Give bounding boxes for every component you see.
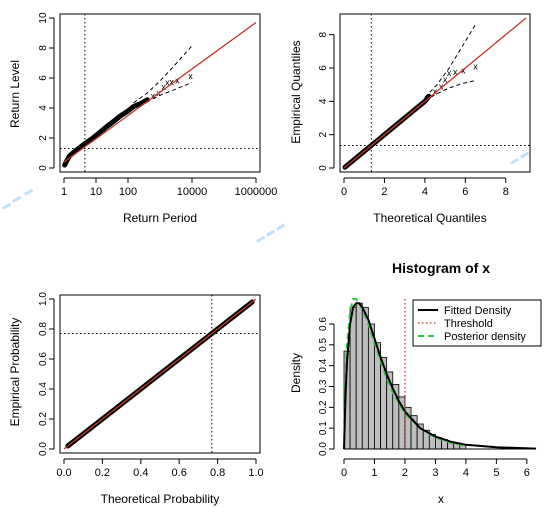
y-axis-label: Density [289,353,303,393]
x-tick-label: 2 [402,467,408,479]
histogram-bar [361,306,369,450]
y-tick-label: 4 [318,98,329,104]
qq-plot: Theoretical Quantiles Empirical Quantile… [289,13,531,225]
x-axis-label: x [438,492,444,506]
x-tick-label: 4 [422,186,428,198]
y-tick-label: 6 [38,75,49,81]
chart-title: Histogram of x [392,260,490,276]
y-tick-label: 4 [38,105,49,111]
x-tick-label: 6 [524,467,530,479]
x-tick-label: 10000 [177,186,208,198]
y-tick-label: 0.5 [318,337,329,351]
x-tick-label: 0 [341,186,347,198]
fitted-line [63,21,257,163]
y-tick-label: 0.1 [318,421,329,435]
histogram-bar [355,302,363,450]
x-tick-label: 0.8 [210,467,225,479]
legend-label: Threshold [444,318,493,330]
data-point-marker: x [473,61,478,71]
x-tick-label: 8 [503,186,509,198]
data-point-marker: x [188,71,193,81]
y-tick-label: 0.8 [38,322,49,336]
y-tick-label: 0.4 [318,358,329,372]
data-point-marker: x [433,86,438,96]
y-tick-label: 0.0 [38,442,49,456]
x-tick-label: 0.6 [172,467,187,479]
density-histogram: Histogram of x x Density 0 1 2 3 4 5 6 0.0 0.1 0.… [289,260,542,506]
y-tick-label: 0.3 [318,379,329,393]
legend-label: Posterior density [444,331,526,343]
histogram-bar [349,306,357,450]
x-tick-label: 0 [341,467,347,479]
background-artifacts [2,151,530,243]
y-tick-label: 0.6 [318,317,329,331]
x-tick-label: 10 [90,186,102,198]
x-axis-label: Theoretical Quantiles [373,211,486,225]
y-tick-label: 2 [38,135,49,141]
legend-label: Fitted Density [444,305,512,317]
plot-frame [59,13,261,173]
x-tick-label: 100 [119,186,137,198]
y-tick-label: 2 [318,131,329,137]
data-point-marker: x [151,91,156,101]
y-tick-label: 0.2 [318,400,329,414]
y-tick-label: 0 [38,165,49,171]
y-tick-label: 8 [38,45,49,51]
data-point-marker: x [443,75,448,85]
confidence-band-upper [424,24,476,98]
y-tick-label: 0.4 [38,382,49,396]
x-tick-label: 5 [493,467,499,479]
x-tick-label: 0.2 [95,467,110,479]
fitted-line [63,298,257,450]
x-tick-label: 6 [462,186,468,198]
data-point-marker: x [161,82,166,92]
data-point-marker: x [439,81,444,91]
y-axis-label: Empirical Quantiles [289,40,303,143]
data-point-marker: x [453,67,458,77]
y-axis-label: Return Level [8,60,22,128]
x-tick-label: 0.0 [56,467,71,479]
return-level-plot: Return Period Return Level 1 10 100 10000 10… [8,12,277,225]
x-tick-label: 3 [432,467,438,479]
x-tick-label: 1.0 [248,467,263,479]
y-tick-label: 0.6 [38,352,49,366]
x-axis-label: Return Period [123,211,197,225]
x-tick-label: 1 [371,467,377,479]
x-axis-label: Theoretical Probability [101,492,220,506]
y-tick-label: 0.0 [318,442,329,456]
x-tick-label: 0.4 [133,467,148,479]
data-point-marker: x [169,77,174,87]
y-axis-label: Empirical Probability [8,318,22,427]
y-tick-label: 1.0 [38,292,49,306]
plot-frame [59,294,261,454]
x-tick-label: 1000000 [235,186,278,198]
y-tick-label: 8 [318,31,329,37]
data-point-marker: x [175,75,180,85]
fitted-line [343,17,527,169]
confidence-band-lower [424,80,476,101]
y-tick-label: 10 [38,12,49,24]
data-point-marker: x [165,78,170,88]
data-point-marker: x [461,66,466,76]
y-tick-label: 6 [318,65,329,71]
y-tick-label: 0.2 [38,412,49,426]
histogram-bar [374,342,381,450]
data-points-dense [62,97,150,168]
posterior-density-line [343,298,467,450]
plot-frame [339,13,531,173]
fitted-density-line [343,302,537,450]
confidence-band-lower [133,82,193,108]
x-tick-label: 1 [61,186,67,198]
pp-plot: Theoretical Probability Empirical Probab… [8,292,264,506]
y-tick-label: 0 [318,165,329,171]
confidence-band-upper [133,45,193,104]
x-tick-label: 2 [381,186,387,198]
x-tick-label: 4 [463,467,469,479]
data-point-marker: x [447,68,452,78]
